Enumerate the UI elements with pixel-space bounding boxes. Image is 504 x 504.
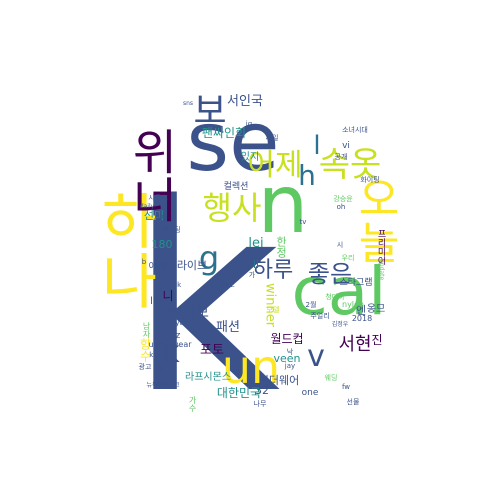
word-fighting: 화이팅 [360,175,380,184]
word-simons: 시몬스 [148,193,168,202]
word-collection: 컬렉션 [223,181,249,192]
word-oneul: 오늘 [349,176,400,264]
word-ad: 광고 [138,362,152,371]
word-live: live [150,296,168,307]
word-live-kr: 라이브 [176,258,208,272]
word-homme: 옹므 [366,304,386,315]
word-reveal: 공개 [334,152,348,161]
word-l: l [313,131,321,161]
word-worldcup: 월드컵 [270,332,304,346]
word-daily: daily [139,203,155,210]
word-jay: jay [284,361,296,370]
word-b: b [141,257,147,266]
word-v: v [307,339,325,374]
word-underwear: underwear [148,340,192,349]
word-li: li [252,257,260,271]
word-fansign: 팬싸인회 [201,126,247,140]
word-en: 엔 [355,303,367,317]
word-underwear-kr: 언더웨어 [258,373,300,387]
word-veen: veen [273,351,301,365]
word-haru: 하루 [252,258,294,283]
word-watch: 시계 [153,213,167,222]
word-sunmi: 선미 [143,208,165,222]
word-uk: uk [172,280,182,289]
word-180: 180 [151,237,173,251]
word-stagram: 스타그램 [339,277,373,288]
word-seohyun: 서현 [338,334,372,355]
word-premier: 프리미어 [375,229,386,265]
word-yam: yam [175,318,191,327]
word-32: 32 [255,383,269,397]
word-jin: 진 [371,333,383,347]
word-arena: 아레나 [148,261,174,272]
word-w: w [168,304,178,315]
word-oh: oh [336,202,346,211]
word-hwabo: 화보 [183,305,209,321]
word-photo: 포토 [200,342,224,358]
word-itzy: 있지 [240,152,260,163]
word-fashion: 패션 [216,319,240,335]
word-rafsimons: 라프시몬스 [185,372,231,383]
word-h: h [298,159,316,192]
word-nylon: nylon [342,300,364,309]
word-tv: tv [299,217,307,226]
word-z: z [175,330,181,341]
word-cal: cal [291,253,387,330]
word-joeun: 좋은 [307,260,353,288]
word-update: update [378,259,385,281]
word-2018: 2018 [351,314,373,323]
word-model: 모델 [266,305,280,314]
word-nyfw: 뉴욕패션위크 [146,382,180,389]
word-seoinguk: 서인국 [227,93,263,109]
word-un: un [221,340,281,394]
word-hana: 하나 [89,190,159,310]
word-sale: 세일 [265,133,279,142]
word-singer: 가수 [188,396,197,412]
word-fanmeeting: 팬미팅 [161,225,181,234]
word-p: p [158,364,164,373]
word-k-large: k [129,149,281,451]
word-lei: lei [248,235,264,251]
word-se: se [186,95,280,190]
word-uri: 우리 [341,253,355,262]
word-winner: winner [262,282,278,328]
word-stag: stag [157,322,177,333]
word-cheongdaha: 청다하 [325,292,345,301]
word-fw: fw [341,382,351,391]
word-haengsa: 행사 [202,189,262,227]
word-si: 시 [336,240,344,249]
word-eoje: 어제 [247,148,303,183]
word-snsd: 소녀시대 [342,125,368,134]
word-n: n [257,158,309,251]
word-jewelry: 주얼리 [310,311,330,320]
word-kangseungyoon: 강승윤 [333,194,353,203]
word-k-small: k [162,335,180,370]
word-wedding: 웨딩 [324,373,338,382]
word-hanjeong: 한정 [274,236,288,258]
word-kimjungwoo: 김정우 [331,321,349,328]
word-nak: 낙 [286,347,294,356]
word-one: one [301,387,319,398]
word-bo: 보 [193,91,227,132]
word-sogot: 속옷 [318,145,382,185]
word-ni: 니 [162,289,174,303]
word-vi: vi [342,140,350,151]
word-feb-issue: 2월호 [217,280,235,289]
word-g: g [198,239,220,277]
word-ig: ig [245,119,253,128]
word-tree: 나무 [253,399,267,408]
word-korea-kr: 대한민국 [216,386,262,400]
word-man: 남자 [142,322,151,338]
word-korea: korea [149,350,169,359]
word-feb: 2월 [305,300,317,309]
word-winner-kr: 위너 [122,127,178,223]
word-hyangsu: 향수 [138,338,152,362]
word-gift: 선물 [346,397,360,406]
word-ga: 가 [248,270,256,279]
word-sns: sns [182,100,194,107]
